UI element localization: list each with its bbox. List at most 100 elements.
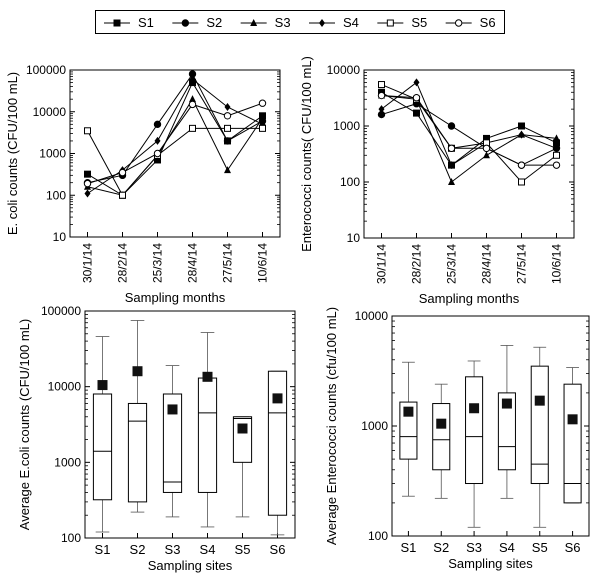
point-s4 — [553, 144, 560, 153]
x-axis-label: Sampling sites — [448, 556, 533, 571]
x-tick-label: 25/3/14 — [151, 243, 165, 283]
plot-frame — [363, 69, 575, 239]
mean-marker — [403, 406, 414, 417]
y-tick-label: 1000 — [333, 119, 360, 133]
y-tick-label: 10 — [347, 231, 361, 245]
x-tick-label: S3 — [165, 542, 181, 557]
point-s6 — [188, 100, 197, 109]
y-axis-label: Average E.coli counts (CFU/100 mL) — [17, 319, 32, 530]
legend-label-s6: S6 — [480, 15, 496, 30]
point-s5 — [189, 124, 196, 132]
box-iqr — [432, 403, 451, 471]
y-tick-label: 10000 — [327, 63, 361, 77]
series-line-s1 — [381, 91, 557, 166]
point-s3 — [224, 166, 231, 174]
x-tick-label: S6 — [270, 542, 286, 557]
point-s4 — [84, 189, 91, 198]
series-line-s5 — [87, 127, 263, 197]
x-axis-label: Sampling months — [419, 291, 520, 306]
point-s6 — [552, 161, 561, 169]
point-s3 — [483, 151, 490, 159]
legend-marker-s2 — [181, 19, 190, 27]
mean-marker — [97, 380, 108, 391]
x-tick-label: S1 — [95, 542, 111, 557]
x-tick-label: 10/6/14 — [256, 243, 270, 283]
legend-label-s2: S2 — [206, 15, 222, 30]
series-line-s6 — [381, 95, 557, 166]
point-s6 — [447, 144, 456, 152]
panel-ecoli-sites: 100 1000 10000 100000 S1 S2 S3 S4 S5 S6 Sampling s… — [17, 304, 296, 573]
series-line-s2 — [381, 103, 557, 166]
mean-marker — [501, 398, 512, 409]
point-s4 — [189, 75, 196, 84]
series-line-s5 — [381, 84, 557, 183]
legend-label-s3: S3 — [275, 15, 291, 30]
x-tick-label: S5 — [235, 542, 251, 557]
point-s6 — [412, 94, 421, 102]
point-s3 — [189, 95, 196, 103]
plot-frame — [69, 69, 281, 238]
mean-marker — [167, 404, 178, 415]
point-s6 — [153, 149, 162, 158]
x-tick-label: S2 — [130, 542, 146, 557]
x-tick-label: 25/3/14 — [445, 244, 459, 284]
legend-marker-s5 — [386, 19, 394, 27]
box-iqr — [197, 377, 218, 493]
panel-ecoli-monthly: 10 100 1000 10000 100000 30/1/14 28/2/14 25/3/1… — [5, 63, 281, 305]
point-s4 — [224, 102, 231, 111]
series-line-s6 — [87, 102, 263, 185]
series-line-s2 — [87, 73, 263, 184]
mean-marker — [272, 393, 283, 404]
panel-enterococci-monthly: 10 100 1000 10000 30/1/14 28/2/14 25/3/14 28/4/… — [299, 56, 575, 306]
point-s5 — [259, 124, 266, 132]
point-s1 — [84, 170, 91, 178]
x-tick-label: 30/1/14 — [375, 244, 389, 284]
point-s5 — [84, 127, 91, 135]
y-axis-label: Enterococci counts( CFU/100 mL) — [299, 56, 314, 252]
series-line-s4 — [381, 81, 557, 166]
point-s2 — [153, 120, 162, 129]
legend-marker-s3 — [250, 19, 258, 26]
x-tick-label: 28/4/14 — [480, 244, 494, 284]
point-s4 — [448, 161, 455, 170]
y-tick-label: 1000 — [361, 419, 388, 433]
point-s6 — [377, 91, 386, 100]
legend-marker-s6 — [454, 19, 463, 27]
series-line-s1 — [87, 81, 263, 196]
x-tick-label: 27/5/14 — [515, 244, 529, 284]
x-tick-label: 28/4/14 — [186, 243, 200, 283]
point-s6 — [223, 112, 232, 120]
x-tick-label: S4 — [499, 540, 515, 555]
box-iqr — [162, 393, 183, 493]
y-tick-label: 100000 — [26, 63, 66, 77]
y-tick-label: 100 — [61, 531, 81, 545]
mean-marker — [436, 418, 447, 429]
y-tick-label: 100 — [368, 529, 388, 543]
point-s6 — [517, 161, 526, 169]
point-s3 — [553, 134, 560, 142]
x-tick-label: S4 — [200, 542, 216, 557]
box-iqr — [267, 370, 288, 516]
point-s5 — [224, 124, 231, 132]
point-s1 — [413, 109, 420, 117]
mean-marker — [202, 371, 213, 382]
x-tick-label: S3 — [466, 540, 482, 555]
point-s4 — [154, 136, 161, 145]
point-s5 — [518, 178, 525, 186]
point-s5 — [553, 151, 560, 159]
mean-marker — [534, 395, 545, 406]
x-tick-label: 30/1/14 — [81, 243, 95, 283]
legend-label-s1: S1 — [138, 15, 154, 30]
x-tick-label: S2 — [433, 540, 449, 555]
point-s4 — [518, 130, 525, 139]
x-tick-label: 10/6/14 — [550, 244, 564, 284]
x-axis-label: Sampling sites — [148, 558, 233, 573]
x-axis-label: Sampling months — [125, 290, 226, 305]
point-s3 — [448, 178, 455, 185]
box-iqr — [497, 392, 516, 471]
legend-marker-s4 — [319, 19, 325, 27]
x-tick-label: 28/2/14 — [410, 244, 424, 284]
x-tick-label: S5 — [532, 540, 548, 555]
point-s2 — [447, 122, 456, 130]
